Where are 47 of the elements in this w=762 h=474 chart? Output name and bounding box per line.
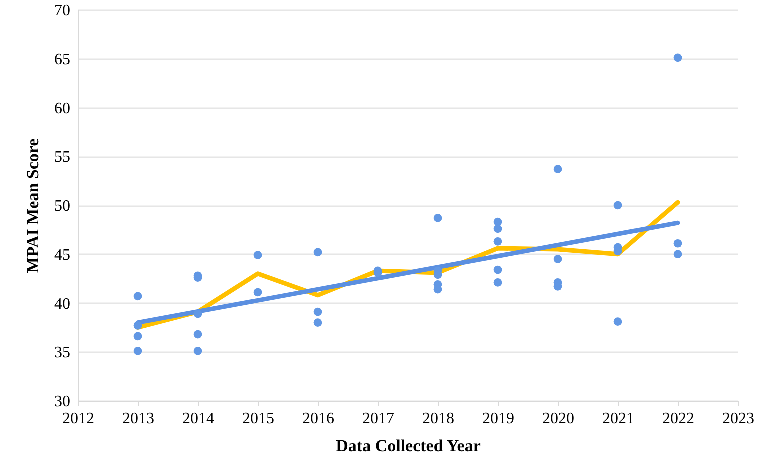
point [554,255,562,264]
point [494,266,502,274]
point [314,308,322,316]
x-tick-label: 2023 [722,410,754,428]
point [134,292,142,301]
x-tick-label: 2019 [482,410,514,428]
point [554,165,562,174]
point [434,214,442,222]
point [254,251,262,260]
x-tick-label: 2017 [362,410,394,428]
x-tick-label: 2020 [542,410,574,428]
y-tick-label: 45 [54,246,70,264]
x-tick-label: 2022 [662,410,694,428]
y-tick-label: 35 [54,344,70,362]
point [134,322,142,330]
y-tick-label: 70 [54,2,70,20]
point [614,201,622,210]
x-tick-label: 2016 [302,410,334,428]
point [494,237,502,246]
y-tick-label: 50 [54,198,70,215]
point [194,346,202,356]
x-tick-label: 2013 [122,410,154,428]
x-tick-label: 2014 [182,410,214,428]
y-axis-title: MPAI Mean Score [24,138,42,274]
y-tick-label: 65 [54,51,70,68]
y-tick-label: 40 [54,296,70,313]
y-tick-label: 55 [54,149,70,166]
point [194,310,202,318]
point [674,250,682,259]
y-tick-label: 30 [54,394,70,410]
point [674,239,682,248]
point [674,54,682,62]
point [254,288,262,297]
point [314,248,322,257]
y-tick-label: 60 [54,100,70,118]
point [494,224,502,234]
point [614,318,622,326]
x-axis-title: Data Collected Year [336,436,482,456]
point [494,278,502,287]
x-tick-label: 2018 [422,410,454,428]
point [314,318,322,327]
x-tick-label: 2021 [602,410,634,428]
x-tick-label: 2012 [62,410,94,428]
point [134,346,142,356]
point [194,330,202,339]
point [134,332,142,341]
x-tick-label: 2015 [242,410,274,428]
